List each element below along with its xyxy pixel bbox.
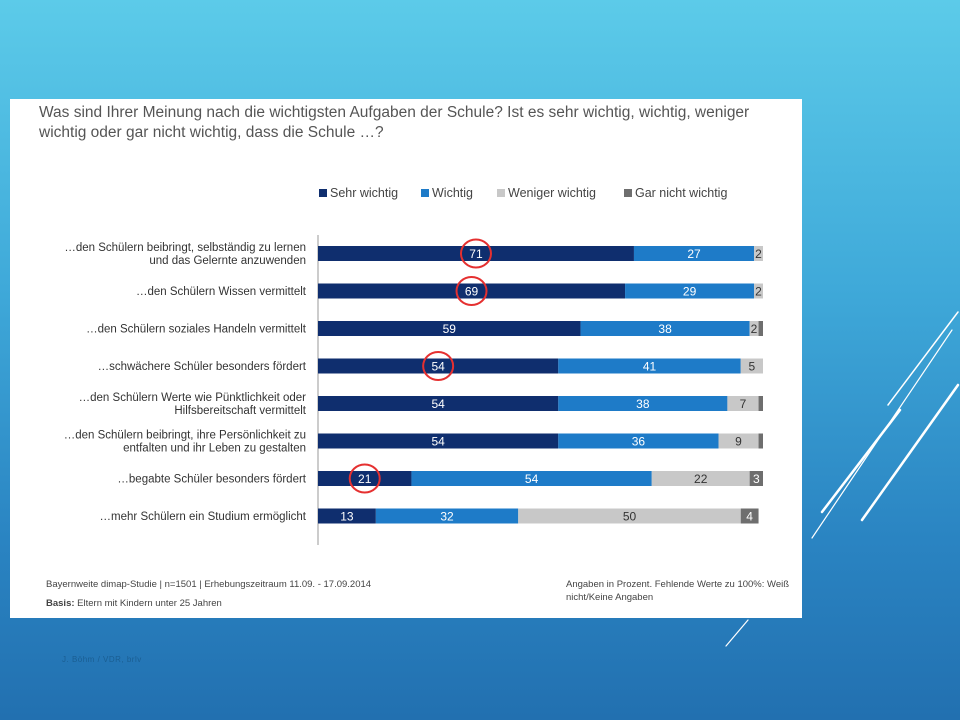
bar-segment [318,471,412,486]
chart-title: Was sind Ihrer Meinung nach die wichtigs… [39,104,750,141]
legend-swatch [319,189,327,197]
bar-segment [740,508,759,524]
bar-segment [754,246,763,261]
data-label: 21 [358,472,372,486]
bar-segment [318,283,626,299]
data-label: 50 [623,510,637,524]
legend-swatch [421,189,429,197]
data-label: 9 [735,435,742,449]
data-label: 13 [340,510,354,524]
legend-label: Sehr wichtig [330,186,398,200]
data-label: 7 [740,397,747,411]
legend-label: Weniger wichtig [508,186,596,200]
bar-segment [318,358,559,374]
data-label: 59 [443,322,457,336]
data-label: 54 [431,397,445,411]
category-label: …den Schülern beibringt, selbständig zu … [64,242,306,267]
bar-segment [749,321,759,336]
bar-segment [318,321,581,336]
legend-swatch [497,189,505,197]
bar-segment [740,358,763,374]
data-label: 36 [632,435,646,449]
bar-segment [318,508,376,524]
bar-segment [718,433,759,449]
highlight-circle [459,238,492,269]
data-label: 54 [431,360,445,374]
bar-segment [633,246,755,261]
bar-segment [749,471,763,486]
data-label: 54 [431,435,445,449]
legend-label: Gar nicht wichtig [635,186,727,200]
data-label: 69 [465,285,479,299]
stacked-bar-chart: Sehr wichtig Wichtig Weniger wichtig Gar ni… [64,186,763,545]
footer-basis-text: Eltern mit Kindern unter 25 Jahren [74,598,222,609]
highlight-circle [422,351,455,381]
data-label: 2 [755,247,762,261]
data-label: 5 [749,360,756,374]
bar-segment [411,471,652,486]
bar-segment [758,433,763,449]
data-label: 22 [694,472,708,486]
data-label: 27 [687,247,701,261]
slide-credit: J. Böhm / VDR, brlv [62,655,142,664]
legend-item: Wichtig [421,186,473,200]
footer-basis: Basis: Eltern mit Kindern unter 25 Jahre… [46,597,222,610]
footer-note: Angaben in Prozent. Fehlende Werte zu 10… [566,579,790,603]
data-label: 38 [658,322,672,336]
footer-basis-label: Basis: [46,598,75,609]
data-label: 71 [469,247,483,261]
data-label: 4 [746,510,753,524]
footer-source: Bayernweite dimap-Studie | n=1501 | Erhe… [46,579,372,590]
highlight-circle [455,276,488,306]
bar-segment [375,508,519,524]
legend-item: Sehr wichtig [319,186,398,200]
bar-segment [727,396,759,411]
bar-segment [758,321,763,336]
bar-segment [625,283,755,299]
highlight-circle [348,463,381,494]
data-label: 32 [440,510,454,524]
data-label: 3 [753,472,760,486]
bar-segment [518,508,741,524]
data-label: 2 [751,322,758,336]
bar-segment [651,471,750,486]
legend-item: Gar nicht wichtig [624,186,727,200]
data-label: 41 [643,360,657,374]
bar-segment [318,396,559,411]
bar-segment [318,433,559,449]
category-label: …schwächere Schüler besonders fördert [98,361,307,373]
bar-segment [558,433,719,449]
category-label: …mehr Schülern ein Studium ermöglicht [100,511,307,523]
category-label: …begabte Schüler besonders fördert [117,474,306,486]
category-label: …den Schülern Werte wie Pünktlichkeit od… [79,392,307,417]
bar-segment [580,321,750,336]
data-label: 54 [525,472,539,486]
data-label: 29 [683,285,697,299]
category-label: …den Schülern Wissen vermittelt [136,286,307,298]
chart-panel: Was sind Ihrer Meinung nach die wichtigs… [10,99,802,618]
data-label: 2 [755,285,762,299]
legend-item: Weniger wichtig [497,186,596,200]
category-label: …den Schülern soziales Handeln vermittel… [86,324,307,336]
bar-segment [318,246,634,261]
bar-segment [558,396,728,411]
data-label: 38 [636,397,650,411]
legend-swatch [624,189,632,197]
bar-segment [558,358,741,374]
category-label: …den Schülern beibringt, ihre Persönlich… [64,430,306,455]
bar-segment [758,396,763,411]
legend-label: Wichtig [432,186,473,200]
bar-segment [754,283,763,299]
